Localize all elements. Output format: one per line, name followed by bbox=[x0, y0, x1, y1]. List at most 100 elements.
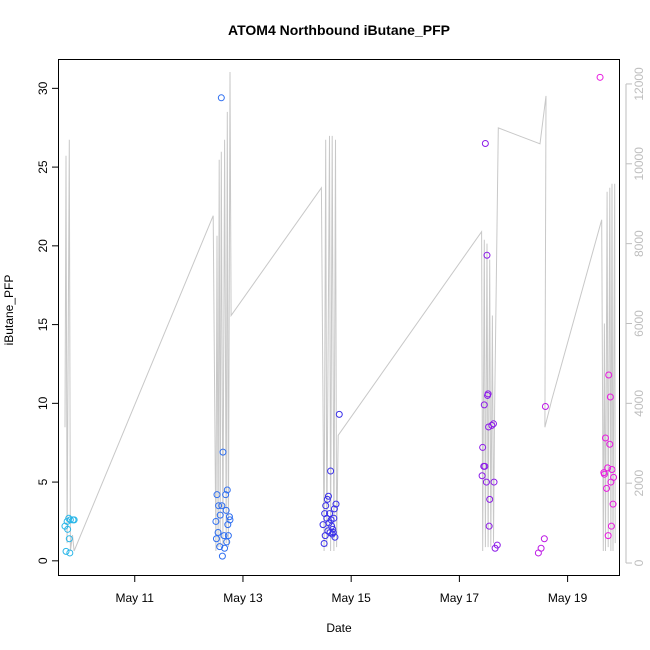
data-point bbox=[537, 544, 545, 552]
data-point bbox=[216, 543, 224, 551]
data-point bbox=[486, 495, 494, 503]
data-point bbox=[213, 491, 221, 499]
data-point bbox=[220, 532, 228, 540]
data-point bbox=[217, 94, 225, 102]
data-point bbox=[331, 533, 339, 541]
data-point bbox=[322, 502, 330, 510]
y-tick-label: 5 bbox=[36, 478, 50, 485]
data-point bbox=[600, 470, 608, 478]
plot-frame bbox=[58, 59, 620, 576]
data-point bbox=[221, 544, 229, 552]
y2-tick-label: 0 bbox=[632, 559, 646, 566]
data-point bbox=[212, 535, 220, 543]
data-point bbox=[478, 472, 486, 480]
data-point bbox=[330, 514, 338, 522]
data-point bbox=[603, 484, 611, 492]
data-point bbox=[214, 528, 222, 536]
secondary-y-axis: 0 2000 4000 6000 8000 10000 12000 bbox=[625, 67, 646, 566]
data-point bbox=[320, 540, 328, 548]
data-point bbox=[596, 73, 604, 81]
data-point bbox=[482, 478, 490, 486]
y-tick-label: 30 bbox=[36, 81, 50, 95]
data-point bbox=[607, 522, 615, 530]
data-point bbox=[540, 535, 548, 543]
y-tick-label: 25 bbox=[36, 160, 50, 174]
data-point bbox=[218, 502, 226, 510]
data-point bbox=[608, 465, 616, 473]
data-point bbox=[604, 532, 612, 540]
y2-tick-label: 6000 bbox=[632, 310, 646, 337]
altitude-series bbox=[64, 71, 616, 552]
data-point bbox=[541, 402, 549, 410]
data-point bbox=[479, 443, 487, 451]
chart-title: ATOM4 Northbound iButane_PFP bbox=[228, 22, 450, 38]
data-point bbox=[490, 478, 498, 486]
y-tick-label: 20 bbox=[36, 239, 50, 253]
y2-tick-label: 10000 bbox=[632, 147, 646, 181]
data-point bbox=[328, 522, 336, 530]
data-point bbox=[609, 500, 617, 508]
data-point bbox=[223, 486, 231, 494]
data-point bbox=[219, 448, 227, 456]
data-point bbox=[225, 513, 233, 521]
y-tick-label: 0 bbox=[36, 557, 50, 564]
data-point bbox=[216, 511, 224, 519]
data-point bbox=[215, 502, 223, 510]
x-tick-label: May 11 bbox=[116, 591, 155, 605]
data-point bbox=[488, 421, 496, 429]
y2-tick-label: 2000 bbox=[632, 470, 646, 497]
data-point bbox=[324, 492, 332, 500]
y2-tick-label: 12000 bbox=[632, 67, 646, 101]
data-point bbox=[222, 491, 230, 499]
y-axis-label: iButane_PFP bbox=[2, 275, 16, 346]
data-point bbox=[327, 467, 335, 475]
x-tick-label: May 19 bbox=[548, 591, 588, 605]
y2-tick-label: 8000 bbox=[632, 230, 646, 257]
data-point bbox=[484, 390, 492, 398]
data-point bbox=[319, 521, 327, 529]
data-point bbox=[330, 505, 338, 513]
data-point bbox=[326, 510, 334, 518]
data-point bbox=[610, 473, 618, 481]
altitude-line bbox=[64, 71, 616, 552]
x-tick-label: May 13 bbox=[223, 591, 263, 605]
data-point bbox=[604, 464, 612, 472]
data-point bbox=[480, 401, 488, 409]
data-point bbox=[481, 139, 489, 147]
data-point bbox=[335, 410, 343, 418]
data-point bbox=[66, 549, 74, 557]
data-point bbox=[64, 525, 72, 533]
data-point bbox=[218, 552, 226, 560]
data-point bbox=[606, 393, 614, 401]
x-axis-label: Date bbox=[326, 621, 352, 635]
data-point bbox=[481, 462, 489, 470]
data-point bbox=[605, 371, 613, 379]
data-point bbox=[223, 538, 231, 546]
x-axis: May 11 May 13 May 15 May 17 May 19 bbox=[116, 575, 588, 605]
data-point bbox=[483, 251, 491, 259]
y2-tick-label: 4000 bbox=[632, 390, 646, 417]
data-point bbox=[485, 522, 493, 530]
data-point bbox=[323, 495, 331, 503]
x-tick-label: May 17 bbox=[440, 591, 480, 605]
data-point bbox=[224, 532, 232, 540]
y-axis: 0 5 10 15 20 25 30 bbox=[36, 81, 59, 564]
data-point bbox=[70, 516, 78, 524]
data-point bbox=[226, 516, 234, 524]
x-tick-label: May 15 bbox=[331, 591, 371, 605]
data-point bbox=[606, 440, 614, 448]
data-point bbox=[212, 517, 220, 525]
data-point bbox=[329, 528, 337, 536]
data-point bbox=[489, 420, 497, 428]
data-point bbox=[66, 516, 74, 524]
y-tick-label: 15 bbox=[36, 318, 50, 332]
y-tick-label: 10 bbox=[36, 396, 50, 410]
data-point bbox=[65, 535, 73, 543]
data-points bbox=[61, 73, 618, 560]
data-point bbox=[332, 500, 340, 508]
data-point bbox=[601, 434, 609, 442]
data-point bbox=[493, 541, 501, 549]
data-point bbox=[62, 547, 70, 555]
data-point bbox=[329, 525, 337, 533]
